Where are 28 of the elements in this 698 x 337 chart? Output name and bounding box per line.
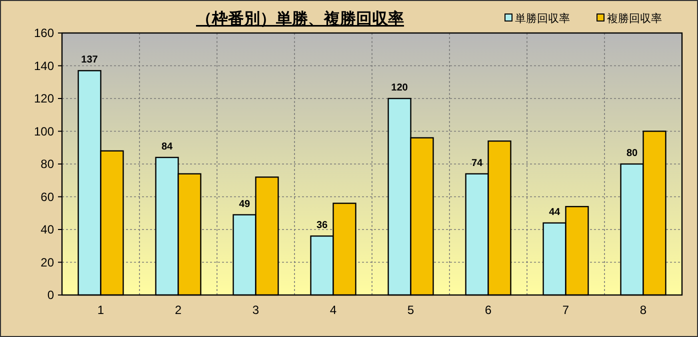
y-tick-label: 80 xyxy=(40,157,54,171)
data-label: 120 xyxy=(391,82,408,94)
data-label: 49 xyxy=(238,198,251,210)
legend-label: 複勝回収率 xyxy=(607,12,662,25)
data-label: 44 xyxy=(548,206,561,218)
x-tick-label: 8 xyxy=(640,303,647,317)
y-tick-label: 60 xyxy=(40,190,54,204)
y-tick-label: 40 xyxy=(40,222,54,236)
y-tick-label: 120 xyxy=(34,92,54,106)
x-tick-label: 5 xyxy=(407,303,414,317)
y-tick-label: 0 xyxy=(47,288,54,302)
x-tick-label: 6 xyxy=(484,303,492,317)
data-label: 84 xyxy=(161,141,174,152)
y-tick-label: 140 xyxy=(34,58,54,73)
legend-label: 単勝回収率 xyxy=(515,12,570,25)
data-label: 36 xyxy=(316,220,328,232)
y-tick-label: 20 xyxy=(40,255,54,270)
x-tick-label: 7 xyxy=(562,303,570,317)
x-tick-label: 3 xyxy=(252,303,260,317)
x-tick-label: 1 xyxy=(97,303,104,317)
y-tick-label: 100 xyxy=(34,124,54,138)
y-tick-label: 160 xyxy=(34,26,54,40)
data-label: 137 xyxy=(81,54,98,66)
data-label: 74 xyxy=(471,158,484,169)
x-tick-label: 2 xyxy=(174,303,182,317)
data-label: 80 xyxy=(626,148,638,159)
x-tick-label: 4 xyxy=(330,303,337,317)
chart-title: （枠番別）単勝、複勝回収率 xyxy=(196,9,404,28)
